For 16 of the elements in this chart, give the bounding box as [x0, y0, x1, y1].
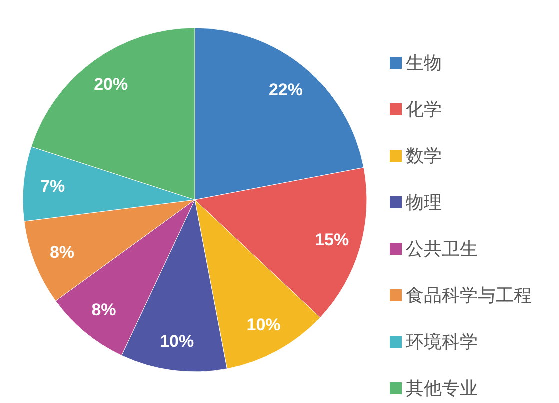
data-label: 15%	[315, 230, 350, 250]
data-label: 8%	[50, 243, 75, 262]
data-label: 20%	[94, 75, 128, 94]
data-label: 7%	[40, 177, 66, 196]
data-label: 22%	[268, 80, 304, 100]
legend-label: 其他专业	[406, 378, 478, 398]
legend-label: 食品科学与工程	[406, 286, 532, 306]
legend-label: 环境科学	[406, 332, 478, 352]
legend-label: 数学	[406, 146, 442, 166]
data-label: 8%	[92, 300, 116, 320]
legend-label: 公共卫生	[406, 239, 478, 259]
data-label: 10%	[246, 316, 281, 335]
data-label: 10%	[160, 332, 194, 352]
legend-label: 物理	[406, 192, 442, 212]
legend-label: 生物	[406, 53, 442, 73]
legend-label: 化学	[406, 100, 442, 120]
